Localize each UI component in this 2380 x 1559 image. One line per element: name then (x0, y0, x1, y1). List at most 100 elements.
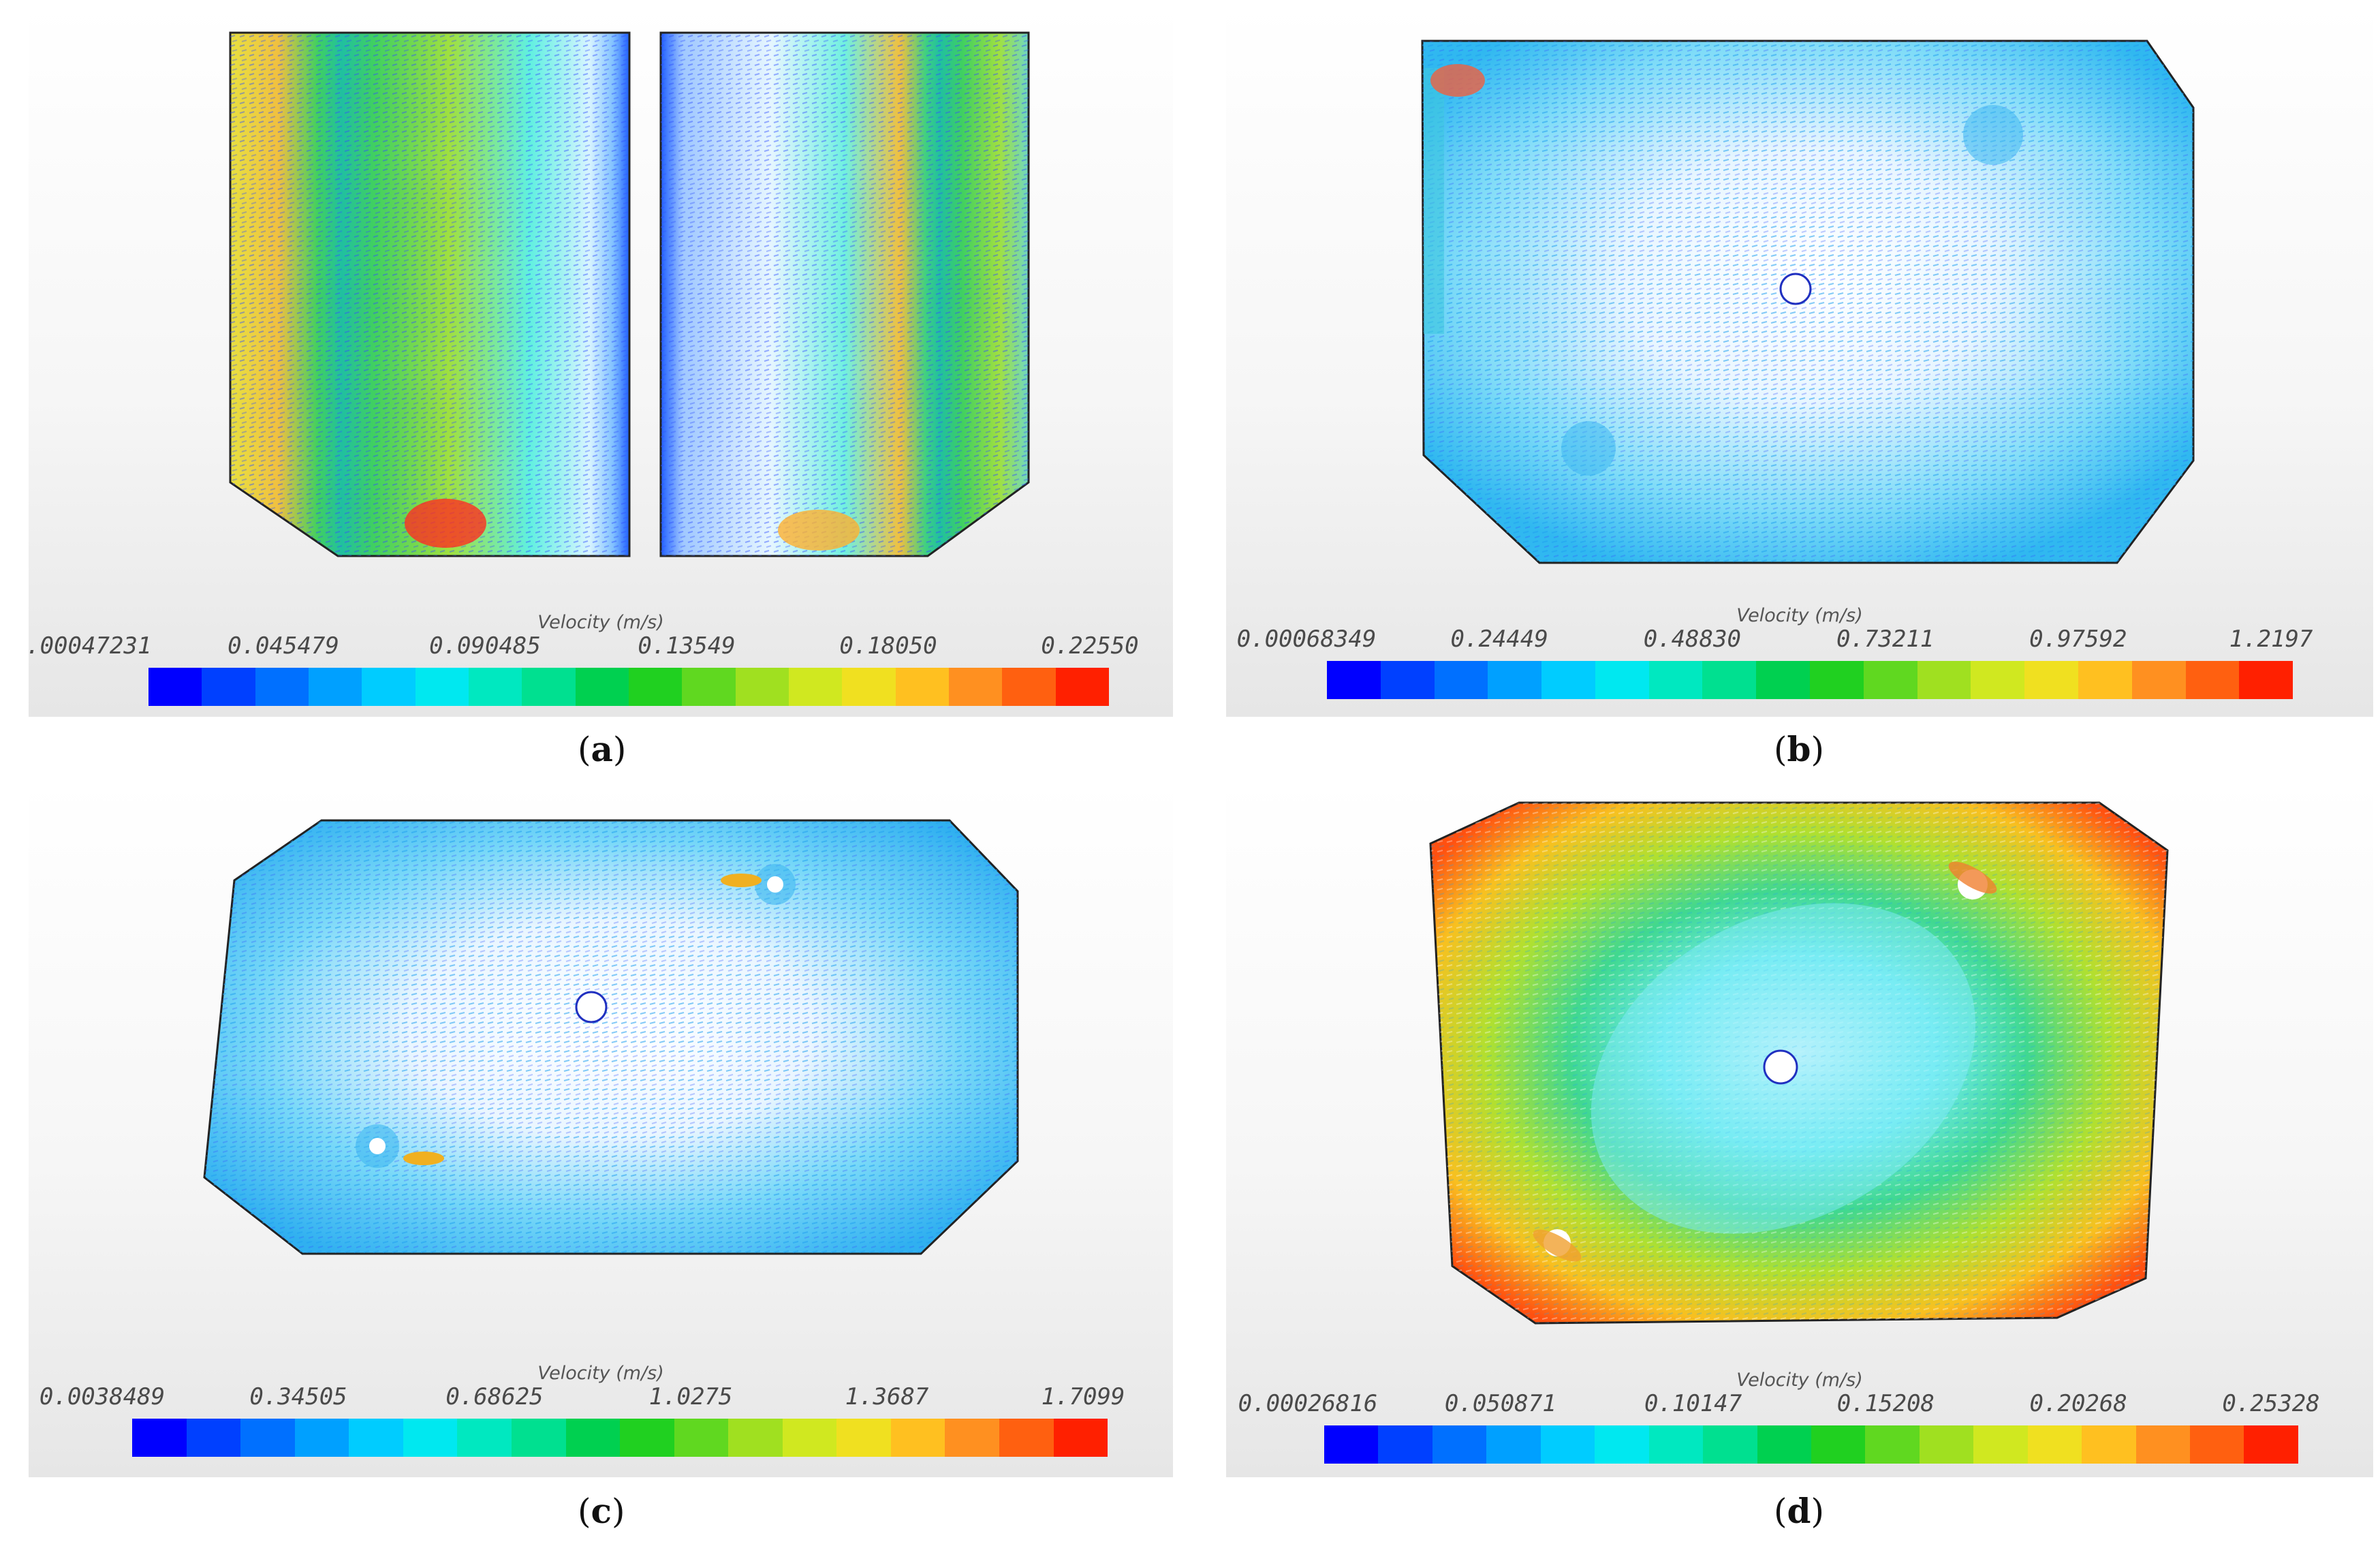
colorbar-segment (1324, 1425, 1379, 1464)
legend-title: Velocity (m/s) (537, 612, 664, 633)
colorbar-segment (294, 1419, 349, 1457)
colorbar-segment (1595, 661, 1649, 699)
panel-a-velocity-plot: Velocity (m/s) 0.00047231 0.045479 0.090… (29, 5, 1173, 717)
tick-label: 1.7099 (1041, 1383, 1125, 1410)
velocity-field-d (1429, 801, 2169, 1325)
colorbar-segment (1702, 661, 1757, 699)
colorbar-segment (2185, 661, 2240, 699)
legend-ticks: 0.0038489 0.34505 0.68625 1.0275 1.3687 … (40, 1383, 1125, 1410)
tick-label: 0.68625 (445, 1383, 544, 1410)
colorbar-segment (522, 668, 576, 706)
colorbar-segment (682, 668, 736, 706)
colorbar-segment (511, 1419, 566, 1457)
velocity-field-c (203, 819, 1019, 1255)
tick-label: 0.00047231 (29, 632, 152, 660)
tick-label: 0.00026816 (1238, 1390, 1378, 1417)
colorbar-segment (1055, 668, 1109, 706)
tick-label: 0.73211 (1836, 626, 1935, 653)
tick-label: 0.25328 (2222, 1390, 2320, 1417)
colorbar-segment (362, 668, 416, 706)
colorbar (132, 1419, 1108, 1457)
legend-title: Velocity (m/s) (1736, 1370, 1863, 1391)
tick-label: 0.0038489 (39, 1383, 166, 1410)
color-legend-c: Velocity (m/s) 0.0038489 0.34505 0.68625… (29, 1363, 1173, 1477)
colorbar-segment (1432, 1425, 1487, 1464)
colorbar-segment (575, 668, 629, 706)
colorbar-segment (2131, 661, 2186, 699)
colorbar-segment (1540, 1425, 1595, 1464)
colorbar-segment (628, 668, 683, 706)
colorbar-segment (674, 1419, 729, 1457)
colorbar-segment (2078, 661, 2132, 699)
colorbar-segment (1648, 1425, 1704, 1464)
colorbar-segment (148, 668, 202, 706)
colorbar-segment (1703, 1425, 1757, 1464)
colorbar-segment (2244, 1425, 2298, 1464)
tick-label: 0.20268 (2029, 1390, 2127, 1417)
colorbar-segment (1917, 661, 1971, 699)
colorbar-segment (1756, 661, 1811, 699)
caption-c: (c) (578, 1491, 625, 1531)
colorbar-segment (620, 1419, 674, 1457)
colorbar (1324, 1425, 2298, 1464)
colorbar-segment (842, 668, 896, 706)
colorbar-segment (1810, 661, 1864, 699)
velocity-field-a (229, 31, 1030, 557)
colorbar-segment (1053, 1419, 1108, 1457)
tick-label: 0.48830 (1643, 626, 1742, 653)
tick-label: 0.18050 (839, 632, 937, 660)
colorbar-segment (1865, 1425, 1920, 1464)
colorbar-segment (2024, 661, 2078, 699)
colorbar-segment (1002, 668, 1056, 706)
colorbar-segment (1648, 661, 1703, 699)
colorbar-segment (255, 668, 309, 706)
colorbar-segment (836, 1419, 891, 1457)
colorbar-segment (895, 668, 949, 706)
panel-d-velocity-plot: Velocity (m/s) 0.00026816 0.050871 0.101… (1226, 782, 2373, 1477)
color-legend-d: Velocity (m/s) 0.00026816 0.050871 0.101… (1226, 1370, 2373, 1477)
colorbar-segment (2027, 1425, 2082, 1464)
colorbar-segment (349, 1419, 403, 1457)
colorbar-segment (2082, 1425, 2136, 1464)
legend-ticks: 0.00068349 0.24449 0.48830 0.73211 0.975… (1237, 626, 2313, 653)
legend-ticks: 0.00047231 0.045479 0.090485 0.13549 0.1… (29, 632, 1139, 660)
colorbar-segment (1971, 661, 2025, 699)
colorbar-segment (2239, 661, 2293, 699)
colorbar-segment (728, 1419, 783, 1457)
colorbar-segment (948, 668, 1003, 706)
colorbar-segment (788, 668, 843, 706)
colorbar-segment (240, 1419, 295, 1457)
colorbar-segment (1757, 1425, 1811, 1464)
colorbar-segment (890, 1419, 945, 1457)
colorbar-segment (1380, 661, 1435, 699)
panel-b-velocity-plot: Velocity (m/s) 0.00068349 0.24449 0.4883… (1226, 5, 2373, 717)
tick-label: 0.10147 (1644, 1390, 1742, 1417)
color-legend-b: Velocity (m/s) 0.00068349 0.24449 0.4883… (1226, 605, 2373, 717)
colorbar-segment (1919, 1425, 1974, 1464)
color-legend-a: Velocity (m/s) 0.00047231 0.045479 0.090… (29, 612, 1173, 717)
colorbar-segment (782, 1419, 837, 1457)
colorbar-segment (457, 1419, 512, 1457)
caption-b: (b) (1774, 729, 1824, 769)
colorbar-segment (1327, 661, 1381, 699)
colorbar-segment (1811, 1425, 1866, 1464)
colorbar-segment (1486, 1425, 1541, 1464)
velocity-field-b (1421, 40, 2195, 564)
colorbar-segment (999, 1419, 1054, 1457)
tick-label: 0.97592 (2029, 626, 2127, 653)
colorbar-segment (132, 1419, 187, 1457)
panel-c-velocity-plot: Velocity (m/s) 0.0038489 0.34505 0.68625… (29, 782, 1173, 1477)
legend-title: Velocity (m/s) (1736, 605, 1863, 626)
colorbar-segment (1378, 1425, 1432, 1464)
colorbar-segment (1595, 1425, 1649, 1464)
tick-label: 0.090485 (429, 632, 541, 660)
tick-label: 0.22550 (1041, 632, 1139, 660)
colorbar-segment (1973, 1425, 2028, 1464)
tick-label: 1.3687 (845, 1383, 929, 1410)
colorbar-segment (565, 1419, 621, 1457)
colorbar-segment (1434, 661, 1488, 699)
tick-label: 0.15208 (1836, 1390, 1935, 1417)
caption-d: (d) (1774, 1491, 1824, 1531)
colorbar-segment (945, 1419, 999, 1457)
tick-label: 0.24449 (1450, 626, 1548, 653)
